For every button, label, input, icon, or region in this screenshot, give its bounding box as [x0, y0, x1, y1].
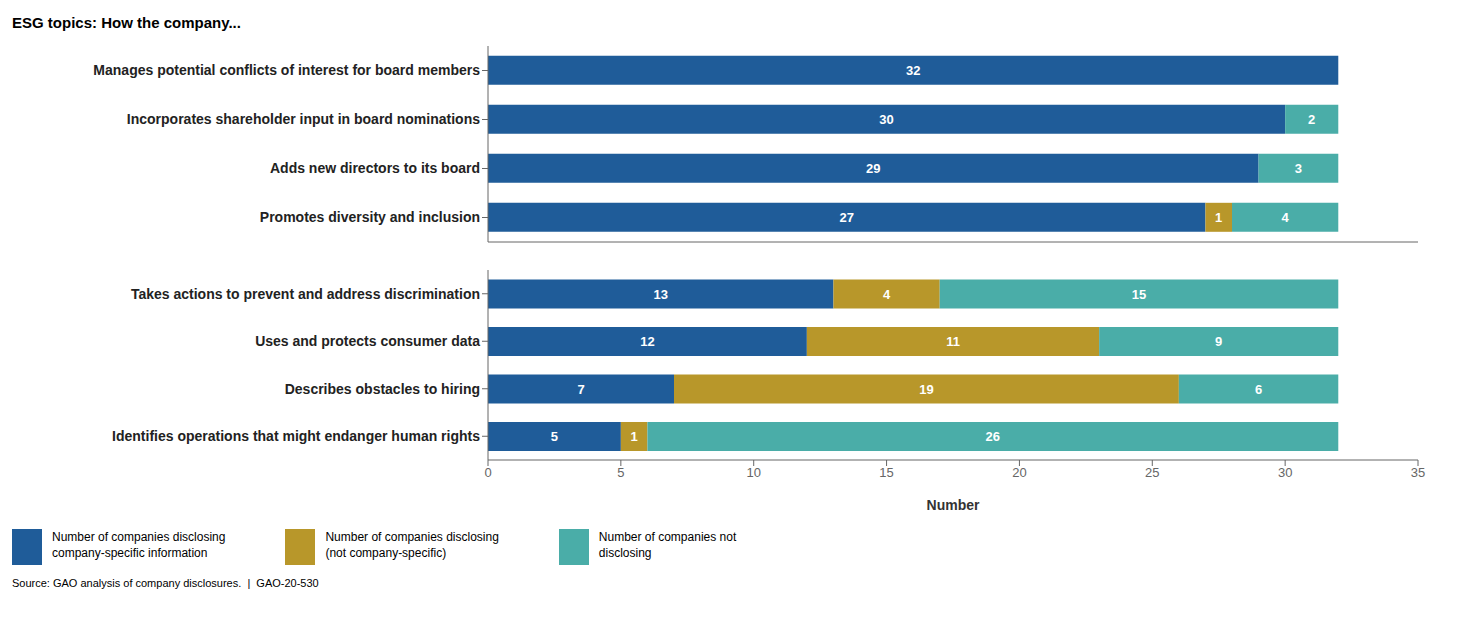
svg-text:9: 9	[1215, 334, 1222, 349]
svg-text:3: 3	[1295, 161, 1302, 176]
svg-text:4: 4	[883, 287, 891, 302]
svg-text:Promotes diversity and inclusi: Promotes diversity and inclusion	[260, 209, 480, 225]
html-text:ESG topics: How the company...: ESG topics: How the company...	[12, 14, 241, 31]
svg-text:15: 15	[879, 465, 893, 480]
svg-text:0: 0	[484, 465, 491, 480]
svg-text:32: 32	[906, 63, 920, 78]
svg-text:Number: Number	[927, 497, 980, 513]
svg-text:Describes obstacles to hiring: Describes obstacles to hiring	[285, 381, 480, 397]
svg-text:10: 10	[746, 465, 760, 480]
svg-text:2: 2	[1308, 112, 1315, 127]
svg-text:12: 12	[640, 334, 654, 349]
svg-text:7: 7	[577, 382, 584, 397]
svg-text:Incorporates shareholder input: Incorporates shareholder input in board …	[127, 111, 480, 127]
svg-text:20: 20	[1012, 465, 1026, 480]
svg-text:6: 6	[1255, 382, 1262, 397]
svg-text:13: 13	[653, 287, 667, 302]
svg-text:30: 30	[879, 112, 893, 127]
svg-text:1: 1	[631, 429, 638, 444]
html-text:Number of companies not disclo: Number of companies not disclosing	[598, 530, 737, 560]
html-text:Number of companies disclosing: Number of companies disclosing (not comp…	[325, 530, 499, 560]
svg-text:4: 4	[1282, 210, 1290, 225]
svg-text:11: 11	[946, 334, 960, 349]
svg-text:Manages potential conflicts of: Manages potential conflicts of interest …	[93, 62, 480, 78]
svg-text:Takes actions to prevent and a: Takes actions to prevent and address dis…	[131, 286, 480, 302]
svg-text:19: 19	[919, 382, 933, 397]
svg-text:26: 26	[986, 429, 1000, 444]
svg-text:5: 5	[551, 429, 558, 444]
svg-text:25: 25	[1145, 465, 1159, 480]
svg-text:15: 15	[1132, 287, 1146, 302]
svg-text:29: 29	[866, 161, 880, 176]
html-text:Number of companies disclosing: Number of companies disclosing company-s…	[52, 530, 226, 560]
html-text:Source: GAO analysis of compan: Source: GAO analysis of company disclosu…	[12, 577, 319, 589]
svg-text:Identifies operations that mig: Identifies operations that might endange…	[112, 428, 480, 444]
svg-text:35: 35	[1411, 465, 1425, 480]
svg-text:27: 27	[839, 210, 853, 225]
svg-text:Adds new directors to its boar: Adds new directors to its board	[270, 160, 480, 176]
svg-text:5: 5	[617, 465, 624, 480]
svg-text:Uses and protects consumer dat: Uses and protects consumer data	[255, 333, 480, 349]
svg-text:1: 1	[1215, 210, 1222, 225]
svg-text:30: 30	[1278, 465, 1292, 480]
